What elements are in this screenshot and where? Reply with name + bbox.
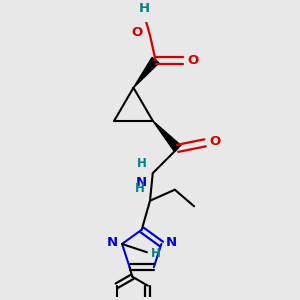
Text: H: H	[151, 247, 161, 260]
Text: H: H	[135, 182, 145, 195]
Text: H: H	[139, 2, 150, 15]
Text: O: O	[132, 26, 143, 39]
Text: N: N	[166, 236, 177, 249]
Text: O: O	[209, 135, 220, 148]
Polygon shape	[134, 57, 159, 88]
Text: N: N	[136, 176, 147, 189]
Text: H: H	[137, 158, 147, 170]
Polygon shape	[153, 121, 181, 151]
Text: N: N	[107, 236, 118, 249]
Text: O: O	[187, 54, 199, 67]
